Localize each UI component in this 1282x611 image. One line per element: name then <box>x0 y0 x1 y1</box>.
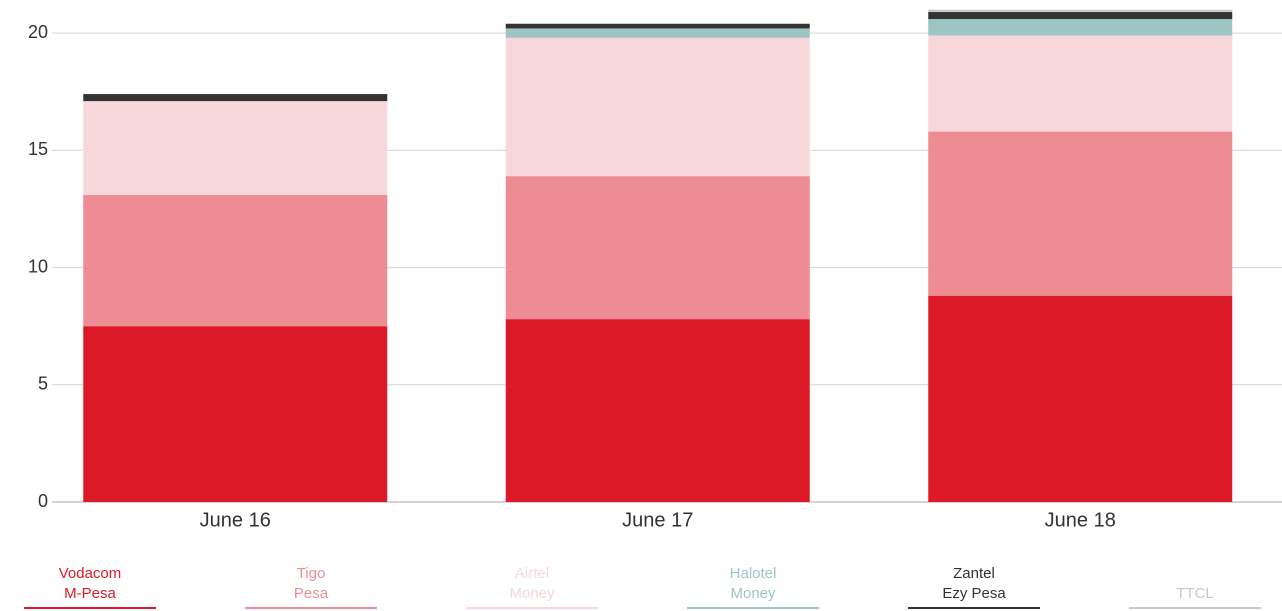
legend-swatch <box>1129 607 1261 609</box>
legend: Vodacom M-Pesa Tigo Pesa Airtel Money Halot… <box>0 560 1282 611</box>
bar-segment <box>928 131 1233 296</box>
x-tick-label: June 18 <box>1045 509 1116 531</box>
bar-segment <box>505 37 810 177</box>
legend-label: Halotel Money <box>729 565 777 602</box>
x-tick-label: June 16 <box>200 509 271 531</box>
bar-segment <box>83 194 388 327</box>
bar-segment <box>505 319 810 502</box>
legend-swatch <box>24 607 156 609</box>
legend-swatch <box>245 607 377 609</box>
y-tick-label: 10 <box>28 256 48 276</box>
legend-label: Zantel Ezy Pesa <box>942 565 1006 602</box>
bar-segment <box>83 94 388 102</box>
legend-swatch <box>687 607 819 609</box>
chart: 0 5 10 15 20 June 16 June 17 June 18 <box>28 9 1282 531</box>
y-tick-label: 20 <box>28 22 48 42</box>
bar-segment <box>505 176 810 320</box>
bar-segment <box>928 295 1233 502</box>
bar-segment <box>928 35 1233 132</box>
legend-swatch <box>466 607 598 609</box>
legend-item: TTCL <box>1129 560 1261 611</box>
bar-segment <box>83 101 388 195</box>
legend-item: Zantel Ezy Pesa <box>908 560 1040 611</box>
legend-swatch <box>908 607 1040 609</box>
y-tick-label: 15 <box>28 139 48 159</box>
legend-item: Vodacom M-Pesa <box>24 560 156 611</box>
bar-segment <box>928 9 1233 13</box>
x-tick-label: June 17 <box>622 509 693 531</box>
legend-label: TTCL <box>1176 585 1214 602</box>
bar-segment <box>928 12 1233 20</box>
y-tick-label: 5 <box>38 374 48 394</box>
bar-segment <box>505 23 810 29</box>
legend-label: Airtel Money <box>509 565 555 602</box>
legend-label: Tigo Pesa <box>293 565 329 602</box>
legend-label: Vodacom M-Pesa <box>58 565 122 602</box>
y-tick-label: 0 <box>38 491 48 511</box>
legend-item: Airtel Money <box>466 560 598 611</box>
bar-segment <box>928 19 1233 36</box>
legend-item: Halotel Money <box>687 560 819 611</box>
bar-segment <box>505 28 810 38</box>
legend-item: Tigo Pesa <box>245 560 377 611</box>
bar-segment <box>83 326 388 502</box>
